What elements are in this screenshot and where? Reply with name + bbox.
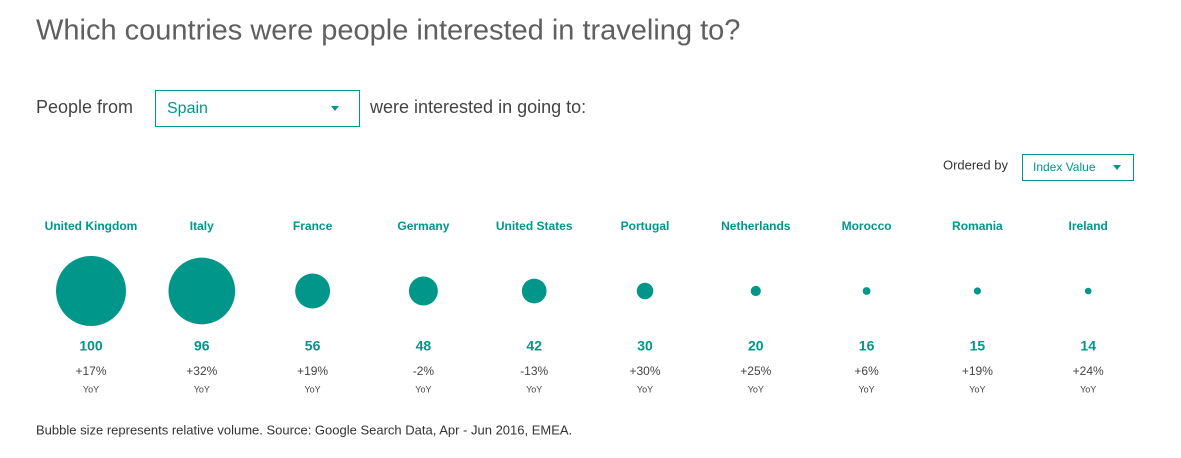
country-name: Romania (952, 219, 1003, 233)
yoy-label: +24% (1073, 364, 1104, 378)
dropdown-value[interactable]: Spain (167, 100, 208, 117)
country-name: United Kingdom (45, 219, 138, 233)
yoy-label: +19% (962, 364, 993, 378)
value-label: 42 (526, 338, 542, 354)
country-name: Morocco (842, 219, 892, 233)
value-label: 14 (1080, 338, 1096, 354)
value-label: 48 (416, 338, 432, 354)
yoy-label: +6% (854, 364, 879, 378)
yoy-unit: YoY (1080, 384, 1096, 394)
country-name: France (293, 219, 333, 233)
value-label: 30 (637, 338, 653, 354)
footnote: Bubble size represents relative volume. … (36, 422, 572, 437)
bubble (408, 276, 438, 306)
yoy-unit: YoY (859, 384, 875, 394)
bubble (862, 287, 871, 295)
bubble (295, 273, 331, 309)
bubble (521, 278, 547, 304)
yoy-label: -13% (520, 364, 548, 378)
yoy-label: +32% (186, 364, 217, 378)
yoy-unit: YoY (637, 384, 653, 394)
country-name: Ireland (1069, 219, 1108, 233)
country-name: United States (496, 219, 573, 233)
country-name: Portugal (621, 219, 670, 233)
yoy-label: -2% (413, 364, 435, 378)
yoy-label: +19% (297, 364, 328, 378)
dropdown-caret[interactable] (331, 106, 339, 111)
dropdown-caret[interactable] (1113, 165, 1121, 170)
value-label: 20 (748, 338, 764, 354)
bubble (973, 287, 981, 295)
value-label: 16 (859, 338, 875, 354)
yoy-unit: YoY (526, 384, 542, 394)
origin-dropdown[interactable]: Spain (155, 90, 360, 127)
dropdown-box[interactable] (155, 90, 360, 127)
order-label: Ordered by (943, 157, 1009, 172)
country-name: Italy (190, 219, 214, 233)
bubble (750, 285, 761, 297)
title: Which countries were people interested i… (36, 15, 740, 47)
yoy-unit: YoY (83, 384, 99, 394)
country-name: Germany (397, 219, 449, 233)
dropdown-value[interactable]: Index Value (1033, 160, 1096, 174)
yoy-unit: YoY (194, 384, 210, 394)
bubble (168, 257, 236, 325)
bubble (56, 256, 126, 326)
yoy-label: +17% (75, 364, 106, 378)
lead-text: People from (36, 97, 133, 117)
value-label: 100 (79, 338, 103, 354)
value-label: 56 (305, 338, 321, 354)
yoy-label: +25% (740, 364, 771, 378)
country-name: Netherlands (721, 219, 791, 233)
yoy-label: +30% (629, 364, 660, 378)
yoy-unit: YoY (415, 384, 431, 394)
value-label: 15 (970, 338, 986, 354)
value-label: 96 (194, 338, 210, 354)
yoy-unit: YoY (969, 384, 985, 394)
yoy-unit: YoY (748, 384, 764, 394)
bubble (636, 282, 654, 300)
order-dropdown[interactable]: Index Value (1022, 154, 1134, 181)
trail-text: were interested in going to: (369, 97, 586, 117)
bubble (1084, 287, 1092, 295)
yoy-unit: YoY (305, 384, 321, 394)
